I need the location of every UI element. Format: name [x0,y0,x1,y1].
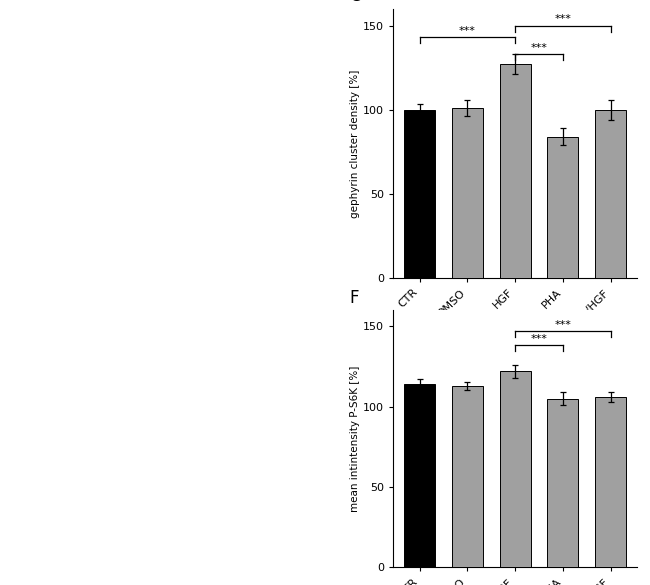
Bar [547,398,578,567]
Bar [595,397,626,567]
Bar [547,136,578,278]
Bar [595,110,626,278]
Y-axis label: mean intintensity P-S6K [%]: mean intintensity P-S6K [%] [350,366,361,512]
Text: ***: *** [554,14,571,24]
Bar [404,384,435,567]
Text: C: C [350,0,361,5]
Bar [404,110,435,278]
Bar [500,64,530,278]
Y-axis label: gephyrin cluster density [%]: gephyrin cluster density [%] [350,69,361,218]
Bar [452,108,483,278]
Text: ***: *** [530,334,547,344]
Text: ***: *** [554,319,571,330]
Text: ***: *** [530,43,547,53]
Text: F: F [350,290,359,308]
Bar [452,386,483,567]
Text: ***: *** [459,26,476,36]
Bar [500,371,530,567]
